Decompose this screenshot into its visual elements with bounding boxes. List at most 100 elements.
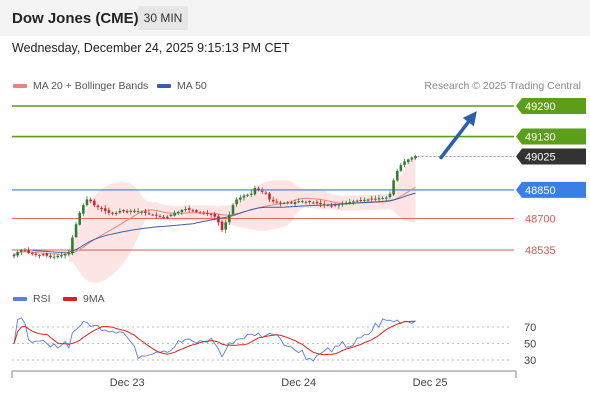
candle bbox=[140, 210, 144, 215]
candle-body bbox=[293, 202, 297, 205]
level-lines-layer bbox=[12, 105, 514, 251]
forecast-arrow-shaft bbox=[439, 114, 475, 160]
candle-body bbox=[158, 216, 162, 218]
timeframe-badge[interactable]: 30 MIN bbox=[138, 6, 188, 30]
candle-body bbox=[23, 249, 27, 251]
candle-body bbox=[341, 203, 344, 205]
legend-9ma: 9MA bbox=[63, 293, 105, 305]
candle bbox=[253, 185, 257, 196]
candle bbox=[107, 207, 111, 216]
candle-body bbox=[275, 201, 279, 203]
level-label-49025: 49025 bbox=[525, 152, 556, 164]
candle-body bbox=[388, 193, 392, 197]
candle-body bbox=[16, 251, 19, 256]
candle bbox=[12, 252, 16, 259]
candle bbox=[129, 208, 133, 215]
candle-body bbox=[239, 197, 242, 200]
candle-body bbox=[198, 212, 202, 214]
candle bbox=[352, 199, 355, 205]
candle-body bbox=[352, 201, 355, 203]
candle bbox=[111, 211, 114, 216]
legend-rsi-label: RSI bbox=[33, 293, 51, 305]
candle bbox=[213, 211, 217, 220]
forecast-arrow-head bbox=[462, 111, 477, 127]
candle-body bbox=[202, 212, 206, 214]
rsi-panel: 70 50 30 bbox=[12, 317, 536, 367]
candle bbox=[147, 210, 151, 215]
candle-body bbox=[78, 212, 81, 225]
candle bbox=[45, 252, 49, 258]
candle-body bbox=[27, 250, 30, 253]
candle bbox=[133, 208, 136, 213]
candle-body bbox=[410, 157, 414, 160]
candle-body bbox=[89, 199, 92, 202]
candle bbox=[96, 204, 100, 210]
rsi-9ma-line bbox=[13, 320, 416, 356]
candle-body bbox=[49, 255, 52, 258]
candle bbox=[315, 199, 319, 205]
candle-body bbox=[63, 253, 67, 256]
candle-body bbox=[377, 198, 381, 200]
candle bbox=[322, 200, 326, 209]
candle bbox=[242, 193, 246, 201]
candle-body bbox=[330, 205, 333, 207]
candle-body bbox=[312, 202, 315, 204]
candle-body bbox=[217, 216, 220, 223]
candle-body bbox=[282, 202, 286, 204]
candle bbox=[100, 206, 103, 212]
candle-body bbox=[133, 210, 136, 212]
bollinger-band-layer bbox=[68, 152, 416, 283]
candle bbox=[228, 211, 231, 225]
candle-body bbox=[147, 213, 151, 215]
candle-body bbox=[100, 207, 103, 209]
candle-body bbox=[271, 199, 275, 202]
candle bbox=[78, 210, 81, 226]
candle-body bbox=[30, 252, 34, 254]
candle bbox=[195, 209, 198, 213]
candle-body bbox=[166, 216, 169, 218]
candle bbox=[67, 249, 71, 257]
header-bar bbox=[0, 0, 590, 36]
ma50-line bbox=[32, 192, 416, 253]
candle-body bbox=[297, 201, 300, 203]
candle-body bbox=[162, 217, 165, 219]
candle bbox=[264, 190, 268, 195]
candle-body bbox=[151, 214, 154, 216]
legend-9ma-label: 9MA bbox=[83, 293, 105, 305]
rsi-tick-label-50: 50 bbox=[524, 339, 536, 351]
candle-body bbox=[308, 201, 311, 203]
candle bbox=[60, 252, 63, 259]
legend-rsi: RSI bbox=[13, 293, 51, 305]
candle-body bbox=[93, 200, 96, 206]
candle-body bbox=[257, 188, 260, 190]
candle bbox=[268, 192, 271, 203]
candle-body bbox=[381, 197, 384, 199]
candle-body bbox=[209, 213, 213, 215]
candle-body bbox=[71, 237, 74, 254]
candle-body bbox=[155, 214, 158, 216]
candle-body bbox=[60, 255, 63, 257]
candle-body bbox=[231, 205, 235, 215]
level-label-48700: 48700 bbox=[525, 214, 556, 226]
candle bbox=[271, 196, 275, 204]
candle-body bbox=[67, 252, 71, 255]
time-tick-label: Dec 23 bbox=[110, 377, 145, 389]
candle bbox=[363, 197, 366, 202]
candle bbox=[136, 208, 140, 213]
candle bbox=[410, 156, 414, 162]
candle bbox=[114, 211, 118, 216]
candle-body bbox=[169, 214, 173, 217]
candle-body bbox=[301, 200, 304, 202]
legend-ma20-swatch bbox=[13, 84, 27, 89]
time-tick-label: Dec 24 bbox=[281, 377, 316, 389]
candle bbox=[235, 197, 238, 207]
candle-body bbox=[184, 208, 187, 211]
candle-body bbox=[173, 212, 176, 216]
candle bbox=[49, 253, 52, 259]
candle bbox=[366, 198, 370, 203]
candle bbox=[414, 154, 417, 160]
legend-ma20-label: MA 20 + Bollinger Bands bbox=[33, 80, 149, 92]
candle-body bbox=[322, 204, 326, 206]
candle bbox=[125, 209, 129, 214]
